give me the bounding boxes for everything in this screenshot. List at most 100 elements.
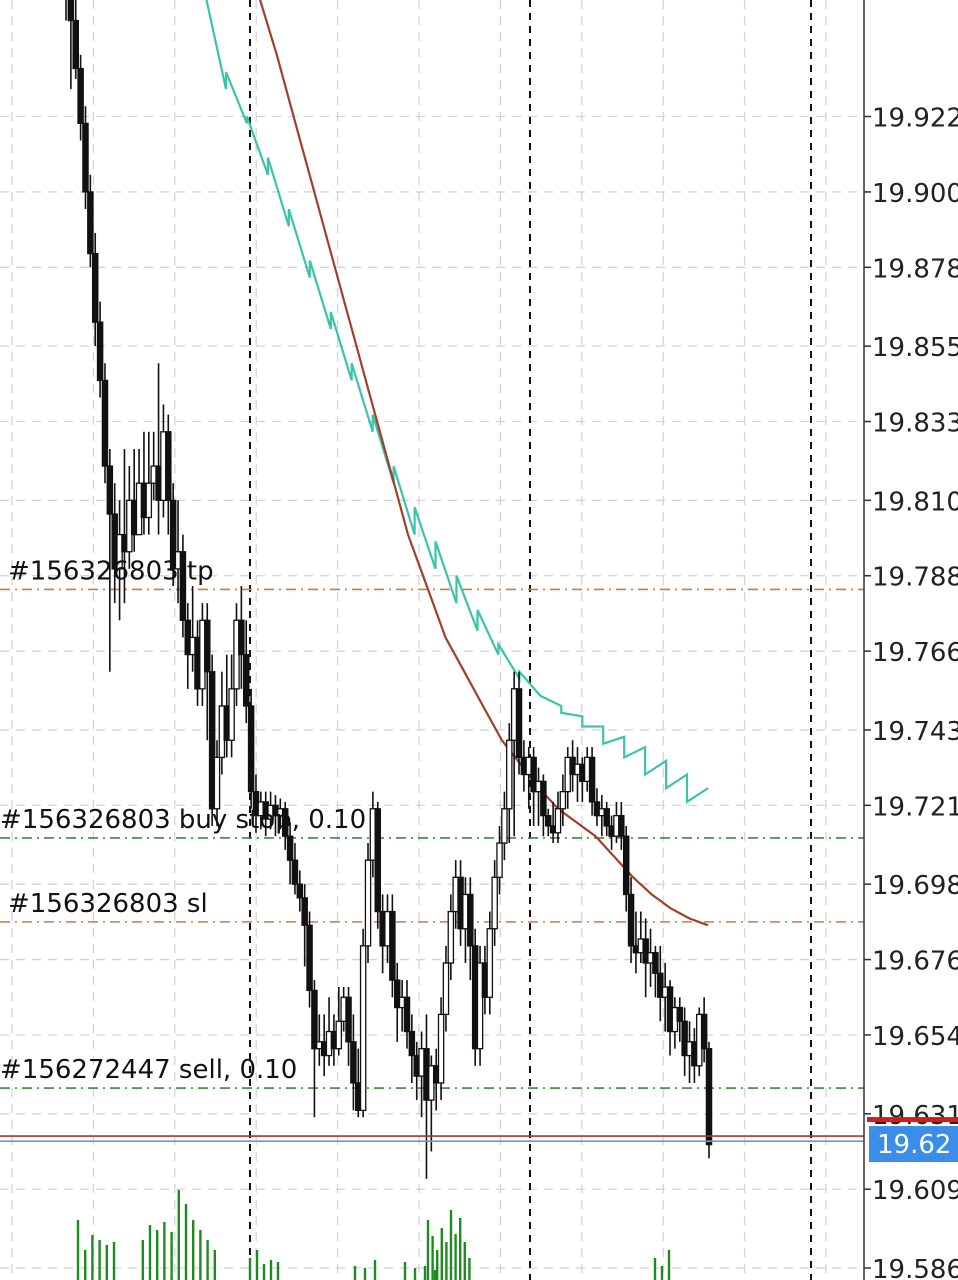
candle: [676, 997, 684, 1042]
candle-body-bull: [559, 790, 567, 810]
candle-body-bear: [179, 551, 187, 621]
candle-body-bear: [101, 379, 109, 467]
axis-tick-label: 19.676: [872, 947, 958, 977]
candle: [179, 534, 187, 638]
candle: [515, 671, 523, 775]
candle-body-bull: [476, 962, 484, 1050]
candle-body-bear: [389, 910, 396, 981]
candle: [286, 822, 294, 885]
axis-tick-label: 19.900: [872, 179, 958, 209]
current-price-tag: [869, 1126, 958, 1163]
candle-body-bear: [515, 688, 523, 759]
candle: [681, 1007, 688, 1077]
candle: [540, 774, 547, 837]
candle-body-bull: [145, 482, 153, 519]
candle-body-bear: [393, 979, 401, 1009]
axis-tick-label: 19.922: [872, 104, 958, 134]
candle: [306, 911, 313, 1008]
candle-body-bull: [213, 756, 221, 810]
candle-body-bear: [242, 653, 250, 707]
candle-body-bear: [700, 1013, 708, 1050]
candle: [530, 747, 537, 826]
candle: [374, 801, 382, 929]
candle-body-bear: [403, 996, 411, 1033]
candle: [408, 1014, 416, 1083]
candle: [311, 980, 318, 1118]
candle-body-bear: [374, 808, 382, 913]
candle-body-bear: [467, 893, 474, 947]
candle-body-bear: [603, 808, 610, 827]
candle-body-bear: [652, 952, 659, 974]
candle: [281, 801, 289, 850]
candle: [208, 654, 216, 826]
candle: [403, 980, 411, 1049]
candle: [82, 106, 89, 210]
candle-body-bull: [447, 910, 455, 964]
candle-body-bull: [486, 928, 494, 998]
candle: [554, 791, 562, 844]
candle: [296, 870, 304, 912]
candle-body-bull: [442, 962, 450, 1016]
candle: [213, 740, 221, 826]
candle-body-bull: [228, 688, 235, 741]
axis-tick-label: 19.810: [872, 487, 958, 517]
axis-tick-label: 19.631: [872, 1101, 958, 1131]
candle: [603, 801, 610, 837]
axis-tick-label: 19.721: [872, 792, 958, 822]
candle: [165, 414, 172, 535]
candle-body-bull: [364, 859, 372, 947]
candle-body-bear: [540, 780, 547, 817]
candle: [447, 894, 455, 981]
candle: [486, 911, 494, 1015]
candle: [65, 0, 67, 21]
order-label: #156272447 sell, 0.10: [0, 1055, 297, 1085]
candle-body-bear: [291, 859, 299, 885]
order-label: #156326803 tp: [8, 556, 214, 586]
candle: [169, 483, 177, 587]
order-lines[interactable]: [0, 588, 864, 1089]
candle: [588, 747, 596, 816]
candle: [705, 1041, 713, 1159]
candle-body-bull: [491, 876, 498, 930]
candle: [700, 997, 708, 1063]
candle: [364, 843, 372, 963]
candle-body-bear: [306, 924, 313, 992]
candle: [442, 945, 450, 1032]
candle: [393, 962, 401, 1042]
current-price-lines: [0, 1135, 864, 1143]
candle: [496, 825, 503, 895]
candle-body-bear: [705, 1048, 713, 1146]
candle: [501, 791, 508, 861]
candle-body-bear: [408, 1030, 416, 1057]
candle-body-bull: [437, 1013, 445, 1084]
candle: [618, 801, 625, 850]
candle-body-bear: [169, 499, 177, 570]
candle-body-bear: [96, 321, 104, 382]
candle-body-bull: [506, 739, 513, 810]
candle: [359, 928, 367, 1118]
candle: [389, 894, 396, 998]
axis-tick-label: 19.609: [872, 1176, 958, 1206]
candle-body-bear: [91, 252, 99, 323]
candle-body-bear: [204, 619, 211, 673]
candle-body-bear: [545, 814, 552, 827]
candle-body-bear: [350, 1041, 357, 1084]
candle: [145, 431, 153, 535]
candle-body-bear: [627, 893, 635, 947]
candle-body-bear: [676, 1006, 684, 1022]
candle: [101, 363, 109, 484]
period-separators: [249, 0, 812, 1280]
candle: [238, 586, 245, 689]
price-axis[interactable]: 19.922 19.900 19.878 19.855 19.833 19.810 19.7…: [863, 0, 958, 1280]
axis-tick-label: 19.586: [872, 1255, 958, 1280]
candle-body-bear: [311, 989, 318, 1050]
candle: [67, 0, 75, 90]
candle-body-bear: [106, 465, 114, 515]
candle: [657, 945, 664, 1022]
candle-body-bear: [657, 972, 664, 998]
candle: [545, 808, 552, 837]
candle: [491, 860, 498, 946]
candle-body-bear: [618, 814, 625, 837]
ma-fast-line: [205, 0, 709, 804]
